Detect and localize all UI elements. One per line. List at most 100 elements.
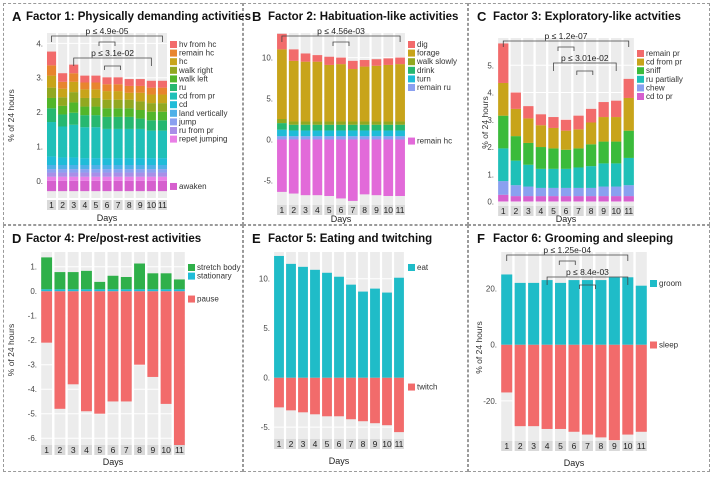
x-tick-label: 2 (58, 445, 63, 455)
x-tick-label: 9 (601, 206, 606, 216)
legend-label: forage (417, 49, 440, 58)
panel-letter: D (12, 231, 22, 246)
bar-segment-forage (383, 64, 394, 122)
bar-segment-drink (383, 124, 394, 131)
bar-segment-walk-right (80, 97, 90, 107)
bar-segment-twitch (274, 377, 284, 408)
legend-label: groom (659, 279, 682, 288)
bar-segment-land-vertically (124, 165, 134, 170)
bar-segment-forage (312, 61, 323, 122)
bar-segment-cd-from-pr (80, 127, 90, 159)
bar-segment-cd-to-pr (498, 194, 509, 202)
bar-segment-remain-ru (359, 136, 370, 140)
bar-segment-sleep (568, 344, 580, 432)
legend-swatch (170, 84, 177, 91)
x-tick-label: 3 (531, 441, 536, 451)
x-tick-label: 3 (71, 200, 76, 210)
bar-segment-cd-from-pr (523, 118, 534, 143)
y-axis-label: % of 24 hours (6, 324, 16, 376)
bar-segment-walk-right (69, 92, 79, 103)
bar-segment-ru (157, 120, 168, 131)
bar-segment-forage (277, 49, 287, 119)
significance-bracket-inner (576, 70, 594, 75)
x-tick-label: 5 (551, 206, 556, 216)
bar-segment-cd (102, 158, 112, 165)
bar-segment-hc (58, 88, 68, 98)
bar-segment-remain-ru (288, 136, 299, 140)
bar-segment-cd-from-pr (124, 128, 134, 159)
y-tick-label: -1. (28, 312, 37, 321)
panel-a: A Factor 1: Physically demanding activit… (3, 3, 251, 225)
bar-segment-walk-right (102, 99, 112, 109)
x-tick-label: 4 (84, 445, 89, 455)
bar-segment-cd (124, 158, 134, 165)
x-tick-box (288, 205, 299, 215)
y-tick-label: -5. (261, 423, 270, 432)
x-tick-box (300, 205, 311, 215)
legend-label: pause (197, 295, 219, 304)
y-tick-label: 0. (487, 198, 494, 207)
bar-segment-remain-hc (91, 82, 101, 90)
y-tick-label: 5. (263, 324, 270, 333)
bar-segment-cd-to-pr (585, 196, 597, 202)
bar-segment-dig (359, 60, 370, 67)
y-axis-label: % of 24 hours (480, 96, 490, 148)
bar-segment-eat (382, 292, 392, 378)
bar-segment-remain-hc (300, 139, 311, 196)
x-tick-label: 6 (337, 439, 342, 449)
x-tick-box (598, 206, 609, 216)
x-tick-box (336, 205, 346, 215)
bar-segment-stationary (160, 289, 172, 292)
bar-segment-awaken (124, 180, 134, 192)
bar-segment-remain-hc (277, 139, 287, 192)
bar-segment-pause (160, 291, 172, 404)
x-tick-box (134, 445, 145, 455)
bar-segment-remain-pr (548, 117, 559, 128)
bar-segment-eat (286, 263, 296, 378)
x-tick-box (359, 205, 370, 215)
y-tick-label: -20. (483, 397, 497, 406)
bar-segment-jump (46, 169, 57, 173)
bar-segment-groom (568, 280, 580, 345)
legend-swatch (170, 118, 177, 126)
x-tick-label: 3 (526, 206, 531, 216)
bar-segment-remain-hc (347, 139, 358, 201)
legend-label: twitch (417, 383, 437, 392)
bar-segment-turn (300, 130, 311, 137)
bar-segment-walk-slowly (359, 121, 370, 125)
legend-swatch (188, 295, 195, 303)
bar-segment-stretch-body (107, 275, 119, 290)
bar-segment-sniff (560, 149, 572, 169)
legend-swatch (170, 127, 177, 134)
x-tick-box (535, 206, 547, 216)
bar-segment-cd-to-pr (598, 196, 609, 202)
x-tick-label: 10 (147, 200, 157, 210)
bar-segment-forage (359, 66, 370, 122)
bar-segment-remain-ru (300, 136, 311, 140)
x-tick-label: 10 (384, 205, 394, 215)
bar-segment-remain-hc (371, 139, 382, 196)
significance-label: p ≤ 8.4e-03 (566, 267, 609, 277)
bar-segment-hv-from-hc (58, 73, 68, 82)
bar-segment-jump (146, 169, 156, 173)
bar-segment-ru-partially (611, 163, 622, 187)
y-tick-label: -6. (28, 434, 37, 443)
legend-swatch (637, 84, 644, 92)
bar-segment-land-vertically (157, 165, 168, 170)
bar-segment-twitch (334, 377, 344, 417)
bar-segment-land-vertically (113, 165, 123, 170)
bar-segment-stationary (67, 289, 79, 292)
legend-label: stretch body (197, 263, 241, 272)
bar-segment-walk-slowly (336, 121, 346, 125)
bar-segment-hv-from-hc (146, 80, 156, 88)
bar-segment-chew (611, 186, 622, 197)
bar-segment-remain-hc (359, 139, 370, 195)
y-tick-label: 0. (490, 341, 497, 350)
bar-segment-pause (41, 291, 53, 343)
bar-segment-ru-from-pr (124, 172, 134, 177)
bar-segment-stationary (134, 289, 145, 292)
panel-title: Factor 2: Habituation-like activities (268, 11, 459, 23)
bar-segment-stretch-body (173, 279, 185, 290)
bar-segment-walk-left (102, 108, 112, 117)
